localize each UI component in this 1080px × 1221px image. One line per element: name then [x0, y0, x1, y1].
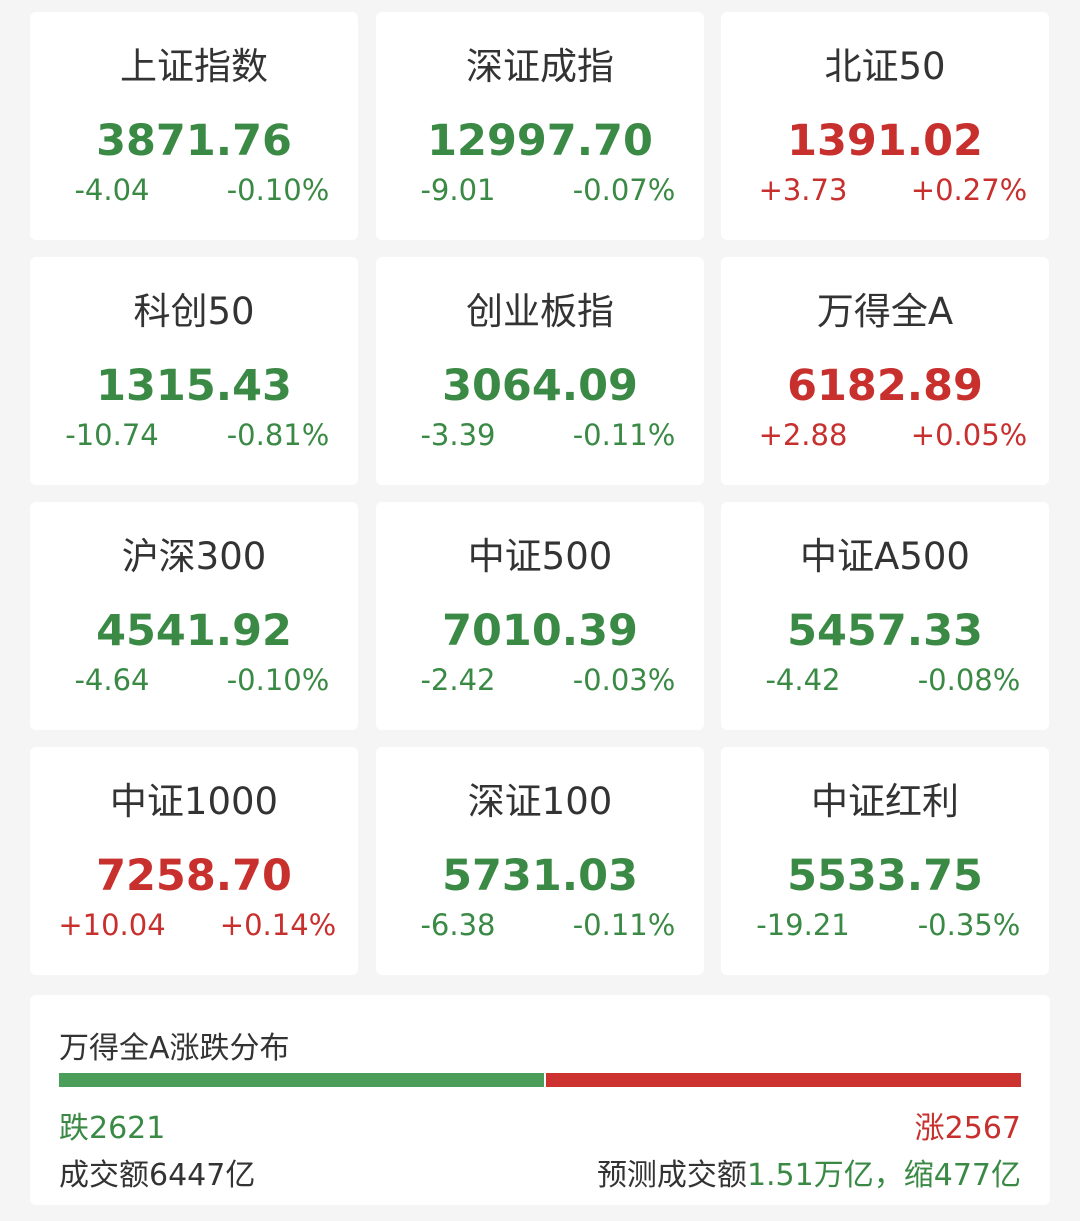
index-name: 深证100 — [467, 780, 613, 823]
index-value: 7258.70 — [96, 851, 292, 901]
rise-count: 涨2567 — [914, 1111, 1021, 1146]
breadth-bar-fall — [59, 1073, 544, 1087]
index-value: 5533.75 — [787, 851, 983, 901]
index-change-pct: -0.03% — [572, 663, 676, 697]
index-card[interactable]: 创业板指 3064.09 -3.39 -0.11% — [376, 257, 704, 485]
index-change-pct: -0.11% — [572, 908, 676, 942]
index-card[interactable]: 深证100 5731.03 -6.38 -0.11% — [376, 747, 704, 975]
forecast-turnover: 预测成交额1.51万亿，缩477亿 — [597, 1150, 1021, 1194]
turnover: 成交额6447亿 — [59, 1158, 256, 1193]
index-change: -4.64 — [74, 663, 150, 697]
index-value: 3871.76 — [96, 116, 292, 166]
index-name: 创业板指 — [466, 290, 614, 333]
index-change-pct: -0.35% — [917, 908, 1021, 942]
index-card[interactable]: 北证50 1391.02 +3.73 +0.27% — [721, 12, 1049, 240]
breadth-panel: 万得全A涨跌分布 跌2621 涨2567 成交额6447亿 预测成交额1.51万… — [30, 995, 1050, 1205]
index-value: 7010.39 — [442, 606, 638, 656]
index-value: 5731.03 — [442, 851, 638, 901]
index-name: 中证500 — [467, 535, 613, 578]
index-card[interactable]: 沪深300 4541.92 -4.64 -0.10% — [30, 502, 358, 730]
index-name: 深证成指 — [466, 45, 614, 88]
index-change: -2.42 — [420, 663, 496, 697]
index-card[interactable]: 中证1000 7258.70 +10.04 +0.14% — [30, 747, 358, 975]
index-value: 1315.43 — [96, 361, 292, 411]
index-value: 3064.09 — [442, 361, 638, 411]
index-card[interactable]: 中证500 7010.39 -2.42 -0.03% — [376, 502, 704, 730]
index-change-pct: -0.08% — [917, 663, 1021, 697]
index-value: 6182.89 — [787, 361, 983, 411]
index-value: 12997.70 — [427, 116, 653, 166]
breadth-bar-rise — [546, 1073, 1021, 1087]
index-change: -4.42 — [765, 663, 841, 697]
index-change: -6.38 — [420, 908, 496, 942]
breadth-title: 万得全A涨跌分布 — [59, 1031, 290, 1066]
index-name: 万得全A — [816, 290, 954, 333]
breadth-bar — [59, 1073, 1021, 1087]
index-change-pct: -0.07% — [572, 173, 676, 207]
index-card[interactable]: 万得全A 6182.89 +2.88 +0.05% — [721, 257, 1049, 485]
index-change-pct: +0.05% — [910, 418, 1028, 452]
index-change-pct: -0.81% — [226, 418, 330, 452]
index-card[interactable]: 上证指数 3871.76 -4.04 -0.10% — [30, 12, 358, 240]
forecast-label: 预测成交额 — [596, 1158, 747, 1193]
index-name: 北证50 — [824, 45, 946, 88]
index-change-pct: -0.10% — [226, 173, 330, 207]
index-change-pct: +0.14% — [219, 908, 337, 942]
index-change: +2.88 — [758, 418, 848, 452]
index-card[interactable]: 科创50 1315.43 -10.74 -0.81% — [30, 257, 358, 485]
fall-count: 跌2621 — [59, 1111, 166, 1146]
index-name: 上证指数 — [120, 45, 268, 88]
index-name: 中证1000 — [109, 780, 279, 823]
index-change: -19.21 — [756, 908, 850, 942]
index-change-pct: -0.11% — [572, 418, 676, 452]
index-value: 5457.33 — [787, 606, 983, 656]
index-card[interactable]: 中证红利 5533.75 -19.21 -0.35% — [721, 747, 1049, 975]
index-change: +3.73 — [758, 173, 848, 207]
index-value: 1391.02 — [787, 116, 983, 166]
index-name: 科创50 — [133, 290, 255, 333]
index-change: -3.39 — [420, 418, 496, 452]
index-card[interactable]: 深证成指 12997.70 -9.01 -0.07% — [376, 12, 704, 240]
index-name: 中证A500 — [800, 535, 970, 578]
index-name: 沪深300 — [121, 535, 267, 578]
index-change-pct: +0.27% — [910, 173, 1028, 207]
index-value: 4541.92 — [96, 606, 292, 656]
index-change: -9.01 — [420, 173, 496, 207]
index-name: 中证红利 — [811, 780, 959, 823]
index-card[interactable]: 中证A500 5457.33 -4.42 -0.08% — [721, 502, 1049, 730]
forecast-value: 1.51万亿，缩477亿 — [746, 1158, 1021, 1193]
index-change: +10.04 — [58, 908, 166, 942]
index-change-pct: -0.10% — [226, 663, 330, 697]
index-change: -4.04 — [74, 173, 150, 207]
index-change: -10.74 — [65, 418, 159, 452]
